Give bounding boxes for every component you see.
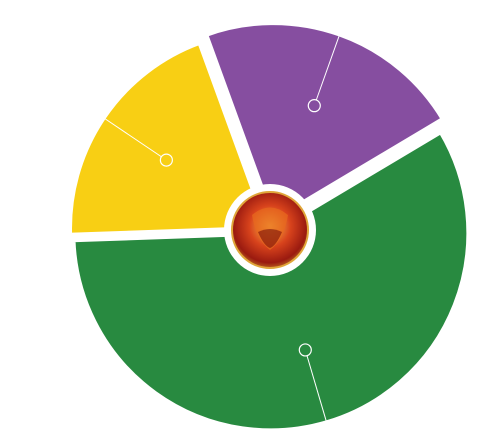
leader-dot [159,153,173,167]
hub-art [252,207,288,250]
leader-line [306,355,328,423]
leader-line [315,33,341,101]
slices [67,20,472,431]
leader-dot [307,99,321,113]
hub-art [258,229,282,248]
leader-dot [298,343,312,357]
hub [224,184,316,276]
leader-line [103,117,162,158]
slice [202,20,447,225]
